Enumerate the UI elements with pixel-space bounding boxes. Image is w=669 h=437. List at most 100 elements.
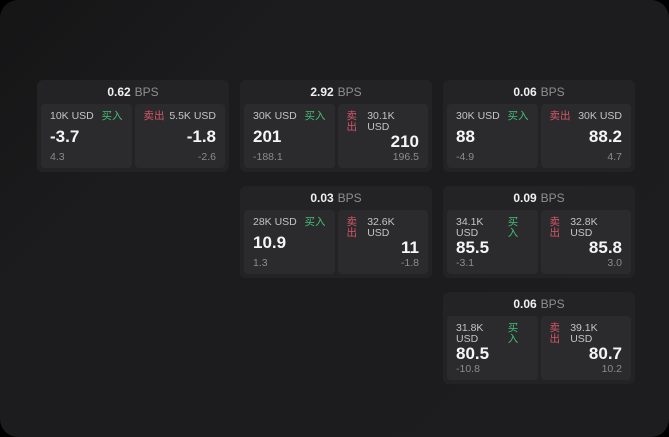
buy-size: 30K USD: [456, 110, 500, 122]
quote-panels: 30K USD 买入 201 -188.1 卖出 30.1K USD 210 1…: [240, 104, 432, 172]
buy-price: 10.9: [253, 233, 287, 252]
sell-size: 32.8K USD: [570, 216, 598, 239]
quote-card: 2.92 BPS 30K USD 买入 201 -188.1 卖出 30.1K …: [240, 80, 432, 172]
sell-size: 5.5K USD: [169, 110, 216, 122]
buy-label: 买入: [101, 110, 123, 122]
sell-size: 30.1K USD: [367, 110, 395, 133]
sell-delta: -2.6: [197, 150, 216, 163]
sell-panel-top: 卖出 32.8K USD: [550, 217, 623, 238]
buy-size: 34.1K USD: [456, 216, 484, 239]
buy-size: 28K USD: [253, 216, 297, 228]
quote-card: 0.09 BPS 34.1K USD 买入 85.5 -3.1 卖出 32.8K…: [443, 186, 635, 278]
sell-panel[interactable]: 卖出 30K USD 88.2 4.7: [540, 104, 631, 168]
buy-price: 201: [253, 127, 282, 146]
buy-size: 30K USD: [253, 110, 297, 122]
sell-delta: 4.7: [607, 150, 622, 163]
buy-panel[interactable]: 31.8K USD 买入 80.5 -10.8: [447, 316, 538, 380]
bps-unit: BPS: [540, 297, 565, 311]
buy-panel[interactable]: 10K USD 买入 -3.7 4.3: [41, 104, 132, 168]
quote-panels: 31.8K USD 买入 80.5 -10.8 卖出 39.1K USD 80.…: [443, 316, 635, 384]
quote-panels: 28K USD 买入 10.9 1.3 卖出 32.6K USD 11 -1.8: [240, 210, 432, 278]
buy-panel-top: 28K USD 买入: [253, 217, 326, 228]
buy-delta: -3.1: [456, 256, 475, 269]
buy-delta: -4.9: [456, 150, 475, 163]
sell-panel-top: 卖出 30.1K USD: [347, 111, 420, 132]
bps-header: 0.62 BPS: [37, 80, 229, 104]
sell-panel[interactable]: 卖出 5.5K USD -1.8 -2.6: [134, 104, 225, 168]
buy-delta: -10.8: [456, 362, 480, 375]
sell-panel[interactable]: 卖出 32.6K USD 11 -1.8: [337, 210, 428, 274]
sell-price: 85.8: [588, 238, 622, 258]
buy-size: 31.8K USD: [456, 322, 484, 345]
buy-price: 85.5: [456, 238, 490, 258]
buy-price: 88: [456, 127, 475, 146]
sell-label: 卖出: [346, 110, 358, 133]
sell-panel[interactable]: 卖出 32.8K USD 85.8 3.0: [540, 210, 631, 274]
sell-price: 210: [390, 132, 419, 152]
sell-label: 卖出: [549, 216, 561, 239]
bps-header: 2.92 BPS: [240, 80, 432, 104]
buy-panel-top: 10K USD 买入: [50, 111, 123, 122]
buy-label: 买入: [304, 216, 326, 228]
bps-unit: BPS: [540, 85, 565, 99]
buy-price: 80.5: [456, 344, 490, 364]
buy-size: 10K USD: [50, 110, 94, 122]
sell-panel-top: 卖出 5.5K USD: [144, 111, 217, 122]
bps-value: 0.62: [107, 85, 131, 99]
sell-panel-top: 卖出 39.1K USD: [550, 323, 623, 344]
buy-price: -3.7: [50, 127, 80, 146]
bps-header: 0.06 BPS: [443, 292, 635, 316]
buy-panel[interactable]: 28K USD 买入 10.9 1.3: [244, 210, 335, 274]
quote-card: 0.03 BPS 28K USD 买入 10.9 1.3 卖出 32.6K US…: [240, 186, 432, 278]
buy-label: 买入: [507, 110, 529, 122]
buy-delta: 4.3: [50, 150, 65, 163]
sell-label: 卖出: [143, 110, 165, 122]
buy-panel-top: 30K USD 买入: [253, 111, 326, 122]
sell-delta: 196.5: [392, 150, 419, 163]
quote-panels: 30K USD 买入 88 -4.9 卖出 30K USD 88.2 4.7: [443, 104, 635, 172]
bps-value: 0.06: [513, 297, 537, 311]
bps-value: 0.06: [513, 85, 537, 99]
sell-price: 11: [401, 238, 419, 258]
sell-panel[interactable]: 卖出 39.1K USD 80.7 10.2: [540, 316, 631, 380]
quote-panels: 34.1K USD 买入 85.5 -3.1 卖出 32.8K USD 85.8…: [443, 210, 635, 278]
quote-card: 0.06 BPS 30K USD 买入 88 -4.9 卖出 30K USD 8…: [443, 80, 635, 172]
quote-panels: 10K USD 买入 -3.7 4.3 卖出 5.5K USD -1.8 -2.…: [37, 104, 229, 172]
bps-unit: BPS: [540, 191, 565, 205]
sell-delta: 10.2: [601, 362, 622, 375]
buy-panel-top: 34.1K USD 买入: [456, 217, 529, 238]
bps-value: 2.92: [310, 85, 334, 99]
sell-size: 39.1K USD: [570, 322, 598, 345]
buy-delta: -188.1: [253, 150, 283, 163]
sell-size: 32.6K USD: [367, 216, 395, 239]
buy-panel[interactable]: 30K USD 买入 88 -4.9: [447, 104, 538, 168]
buy-label: 买入: [507, 216, 519, 239]
bps-header: 0.06 BPS: [443, 80, 635, 104]
sell-label: 卖出: [549, 322, 561, 345]
sell-size: 30K USD: [578, 110, 622, 122]
sell-delta: -1.8: [400, 256, 419, 269]
buy-panel-top: 31.8K USD 买入: [456, 323, 529, 344]
sell-label: 卖出: [549, 110, 571, 122]
bps-unit: BPS: [134, 85, 159, 99]
sell-delta: 3.0: [607, 256, 622, 269]
bps-unit: BPS: [337, 191, 362, 205]
buy-delta: 1.3: [253, 256, 268, 269]
buy-panel-top: 30K USD 买入: [456, 111, 529, 122]
bps-unit: BPS: [337, 85, 362, 99]
sell-panel[interactable]: 卖出 30.1K USD 210 196.5: [337, 104, 428, 168]
buy-label: 买入: [304, 110, 326, 122]
buy-label: 买入: [507, 322, 519, 345]
buy-panel[interactable]: 34.1K USD 买入 85.5 -3.1: [447, 210, 538, 274]
buy-panel[interactable]: 30K USD 买入 201 -188.1: [244, 104, 335, 168]
sell-price: 88.2: [588, 127, 622, 146]
sell-price: -1.8: [186, 127, 216, 146]
sell-label: 卖出: [346, 216, 358, 239]
bps-value: 0.09: [513, 191, 537, 205]
sell-price: 80.7: [588, 344, 622, 364]
quote-card: 0.62 BPS 10K USD 买入 -3.7 4.3 卖出 5.5K USD…: [37, 80, 229, 172]
quote-card: 0.06 BPS 31.8K USD 买入 80.5 -10.8 卖出 39.1…: [443, 292, 635, 384]
sell-panel-top: 卖出 32.6K USD: [347, 217, 420, 238]
bps-header: 0.09 BPS: [443, 186, 635, 210]
